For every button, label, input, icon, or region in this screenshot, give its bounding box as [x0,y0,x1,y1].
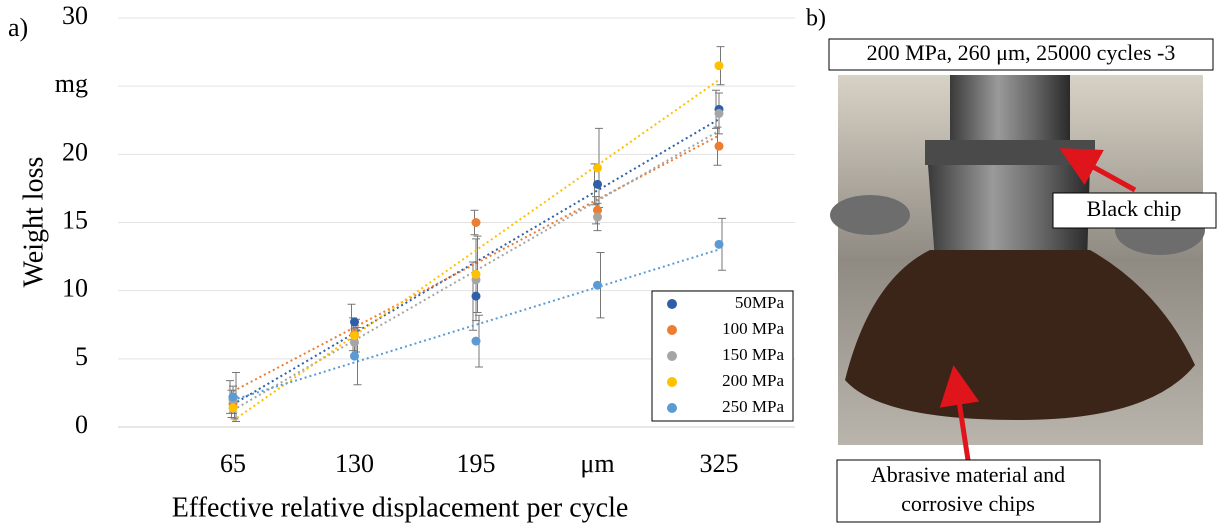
y-tick-label: 5 [75,342,88,371]
panel-label: a) [8,13,28,42]
point [714,108,724,118]
y-tick-label: 10 [62,274,88,303]
callout: corrosive chips [901,491,1035,516]
panel-label: b) [806,6,826,32]
point [228,392,238,402]
point [593,212,602,222]
point [228,403,238,413]
point [350,317,359,327]
x-tick-label: 195 [457,449,496,478]
chart: a) Weight loss Effective relative displa… [8,1,795,523]
caption-box [828,38,1214,71]
legend-label: 200 MPa [722,371,784,390]
y-tick-label: 15 [62,205,88,234]
point [593,205,602,215]
legend-swatch [667,377,677,387]
x-tick-label: 65 [220,449,246,478]
trendline [232,134,720,393]
point [714,239,724,249]
y-tick-label: 20 [62,137,88,166]
x-tick-label: μm [580,449,614,478]
point [471,336,481,346]
point [471,269,481,279]
callout: Black chip [1087,196,1182,221]
legend-swatch [667,299,677,309]
x-axis-title: Effective relative displacement per cycl… [172,492,629,523]
point [593,280,602,290]
caption: 200 MPa, 260 μm, 25000 cycles -3 [867,40,1176,65]
x-tick-label: 130 [335,449,374,478]
y-axis-title: Weight loss [18,157,49,288]
legend-swatch [667,325,677,335]
arrow [939,365,980,461]
legend-label: 250 MPa [722,397,784,416]
legend-label: 50MPa [735,293,785,312]
point [714,141,724,151]
legend-label: 100 MPa [722,319,784,338]
point [471,291,481,301]
y-tick-label: mg [55,69,88,98]
arrow [1059,148,1137,193]
point [714,61,724,71]
point [593,163,602,173]
legend-label: 150 MPa [722,345,784,364]
legend-swatch [667,351,677,361]
point [350,331,359,341]
photo-shape [830,195,910,235]
point [350,337,359,347]
y-tick-label: 30 [62,1,88,30]
photo-panel: b) 200 MPa, 260 μm, 25000 cycles -3 Blac… [806,6,1217,523]
point [350,351,359,361]
point [593,179,602,189]
trendline [232,79,720,422]
photo-shape [950,75,1070,145]
legend-swatch [667,403,677,413]
x-tick-label: 325 [700,449,739,478]
point [471,218,481,227]
callout: Abrasive material and [871,462,1065,487]
callout-box [836,459,1101,523]
y-tick-label: 0 [75,410,88,439]
photo-shape [845,250,1195,420]
callout-box [1052,192,1217,229]
